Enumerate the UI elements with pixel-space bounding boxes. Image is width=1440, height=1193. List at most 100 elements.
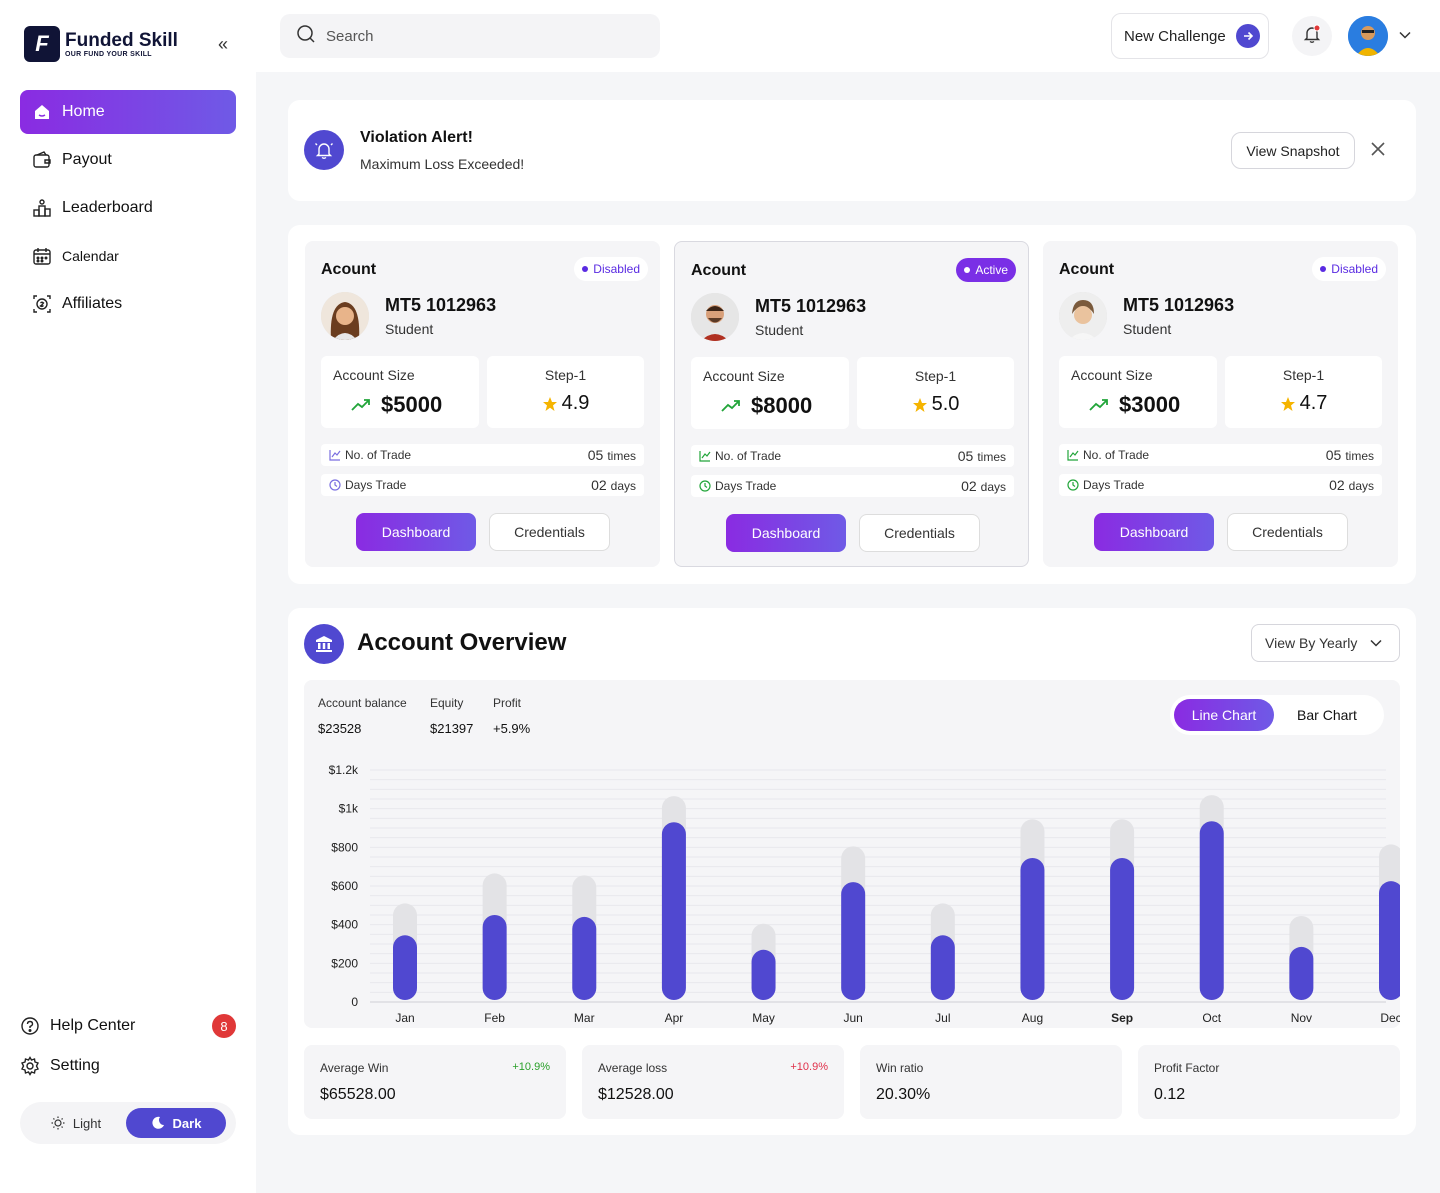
status-badge: Disabled xyxy=(1312,257,1386,281)
user-avatar[interactable] xyxy=(1348,16,1388,56)
days-label: Days Trade xyxy=(345,478,407,492)
y-tick-label: $1k xyxy=(339,802,359,816)
view-snapshot-button[interactable]: View Snapshot xyxy=(1231,132,1355,169)
x-tick-label: Apr xyxy=(665,1011,684,1025)
new-challenge-button[interactable]: New Challenge xyxy=(1111,13,1269,59)
view-by-value: View By Yearly xyxy=(1265,635,1358,651)
violation-alert: Violation Alert! Maximum Loss Exceeded! … xyxy=(288,100,1416,201)
metric-change: +10.9% xyxy=(512,1061,550,1073)
trades-label: No. of Trade xyxy=(1083,448,1150,462)
bar xyxy=(1110,857,1135,1000)
stat-value: +5.9% xyxy=(493,721,531,736)
brand-logo[interactable]: F Funded Skill OUR FUND YOUR SKILL xyxy=(24,26,178,62)
step-box: Step-1 4.9 xyxy=(487,356,644,428)
y-tick-label: $800 xyxy=(331,840,358,854)
logo-mark: F xyxy=(24,26,60,62)
profit-stat: Profit +5.9% xyxy=(493,696,530,736)
close-icon[interactable] xyxy=(1370,141,1386,162)
sidebar-item-affiliates[interactable]: Affiliates xyxy=(20,282,236,326)
clock-icon xyxy=(329,479,341,491)
x-tick-label: Jul xyxy=(935,1011,950,1025)
metrics-row: Average Win +10.9% $65528.00 Average los… xyxy=(304,1045,1400,1119)
alert-message: Maximum Loss Exceeded! xyxy=(360,156,525,172)
days-unit: days xyxy=(980,480,1006,494)
notification-button[interactable] xyxy=(1292,16,1332,56)
bar xyxy=(393,935,417,1000)
avatar xyxy=(691,293,739,341)
accounts-panel: Acount Disabled MT5 1012963 Student Acco… xyxy=(288,225,1416,584)
bar xyxy=(930,935,955,1000)
dark-theme-button[interactable]: Dark xyxy=(126,1108,226,1138)
x-tick-label: Nov xyxy=(1291,1011,1312,1025)
dashboard-button[interactable]: Dashboard xyxy=(726,514,846,552)
metric-label: Win ratio xyxy=(876,1061,924,1075)
setting-link[interactable]: Setting xyxy=(20,1052,236,1080)
calendar-icon xyxy=(32,246,52,266)
help-center-label: Help Center xyxy=(50,1017,136,1034)
trend-up-icon xyxy=(351,398,371,412)
account-size-value: $3000 xyxy=(1119,392,1181,417)
trades-unit: times xyxy=(1345,449,1374,463)
sidebar-item-calendar[interactable]: Calendar xyxy=(20,234,236,278)
x-tick-label: May xyxy=(752,1011,775,1025)
trend-up-icon xyxy=(1089,398,1109,412)
home-icon xyxy=(32,102,52,122)
bar-chart-tab[interactable]: Bar Chart xyxy=(1297,707,1357,723)
equity-stat: Equity $21397 xyxy=(430,696,473,736)
trades-unit: times xyxy=(607,449,636,463)
help-center-link[interactable]: Help Center 8 xyxy=(20,1012,236,1040)
sidebar-item-leaderboard[interactable]: Leaderboard xyxy=(20,186,236,230)
metric-label: Average loss xyxy=(598,1061,668,1075)
account-size-box: Account Size $8000 xyxy=(691,357,849,429)
sidebar-nav: Home Payout Leaderboard Calendar Affilia… xyxy=(20,90,236,330)
bank-icon xyxy=(304,624,344,664)
account-id: MT5 1012963 xyxy=(385,295,497,315)
chevron-down-icon[interactable] xyxy=(1398,28,1412,47)
days-unit: days xyxy=(610,479,636,493)
leaderboard-icon xyxy=(32,198,52,218)
account-role: Student xyxy=(1123,321,1172,337)
brand-name: Funded Skill xyxy=(65,29,178,51)
line-chart-tab[interactable]: Line Chart xyxy=(1174,699,1274,731)
trend-up-icon xyxy=(721,399,741,413)
credentials-button[interactable]: Credentials xyxy=(489,513,610,551)
y-tick-label: $400 xyxy=(331,918,358,932)
avatar xyxy=(321,292,369,340)
chart-line-icon xyxy=(329,449,341,461)
dashboard-button[interactable]: Dashboard xyxy=(1094,513,1214,551)
account-size-label: Account Size xyxy=(703,368,785,384)
stat-label: Profit xyxy=(493,696,522,710)
chart-type-toggle: Line Chart Bar Chart xyxy=(1170,695,1384,735)
sun-icon xyxy=(51,1116,65,1130)
step-label: Step-1 xyxy=(544,367,587,383)
search-input[interactable] xyxy=(326,27,646,45)
overview-bar-chart: 0 $200 $400 $600 $800 $1k $1.2k Jan Feb Mar Apr May… xyxy=(329,763,1400,1025)
account-id: MT5 1012963 xyxy=(1123,295,1235,315)
bar xyxy=(1379,881,1400,1000)
view-by-select[interactable]: View By Yearly xyxy=(1251,624,1400,662)
trades-row: No. of Trade 05 times xyxy=(691,445,1014,467)
help-icon xyxy=(20,1016,40,1036)
status-badge: Active xyxy=(956,258,1016,282)
new-challenge-label: New Challenge xyxy=(1124,27,1226,45)
dashboard-button[interactable]: Dashboard xyxy=(356,513,476,551)
x-tick-label: Oct xyxy=(1202,1011,1221,1025)
account-card: Acount Disabled MT5 1012963 Student Acco… xyxy=(1043,241,1398,567)
metric-value: $12528.00 xyxy=(598,1086,674,1103)
sidebar-item-home[interactable]: Home xyxy=(20,90,236,134)
light-theme-button[interactable]: Light xyxy=(26,1108,126,1138)
credentials-button[interactable]: Credentials xyxy=(859,514,980,552)
account-role: Student xyxy=(385,321,434,337)
credentials-button[interactable]: Credentials xyxy=(1227,513,1348,551)
chart-line-icon xyxy=(1067,449,1079,461)
collapse-sidebar-icon[interactable]: « xyxy=(218,34,229,54)
avatar xyxy=(1059,292,1107,340)
average-win-card: Average Win +10.9% $65528.00 xyxy=(304,1045,566,1119)
trades-value: 05 xyxy=(587,447,604,463)
search-bar[interactable] xyxy=(280,14,660,58)
search-icon xyxy=(296,24,316,49)
sidebar-item-payout[interactable]: Payout xyxy=(20,138,236,182)
sidebar-item-label: Payout xyxy=(62,151,112,168)
y-tick-label: 0 xyxy=(351,995,358,1009)
clock-icon xyxy=(1067,479,1079,491)
